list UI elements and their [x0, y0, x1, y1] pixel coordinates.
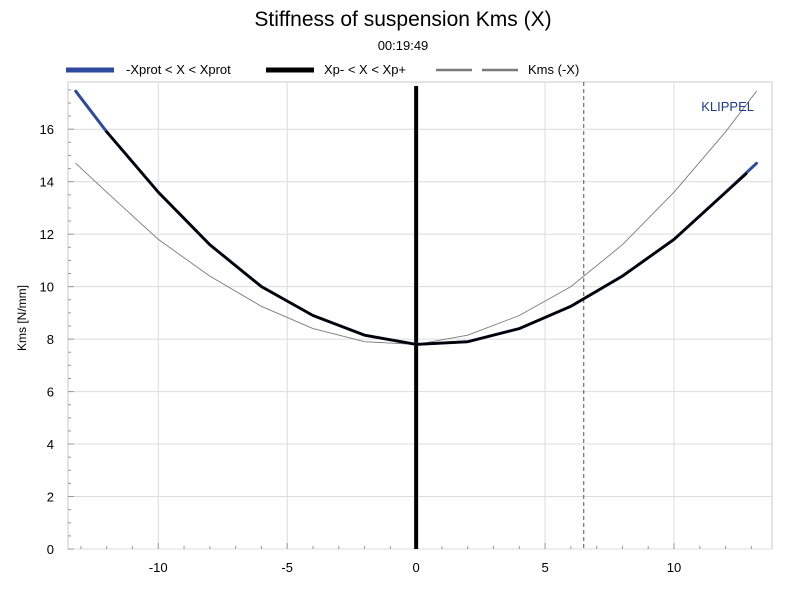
- x-tick-label-2: 0: [413, 560, 420, 575]
- series-group: [74, 89, 758, 346]
- x-tick-labels: -10 -5 0 5 10: [149, 560, 681, 575]
- vertical-markers: [414, 82, 585, 549]
- y-tick-label-0: 0: [47, 542, 54, 557]
- legend-label-1: Xp- < X < Xp+: [324, 62, 406, 77]
- y-tick-label-7: 14: [40, 175, 54, 190]
- y-tick-label-6: 12: [40, 227, 54, 242]
- x-tick-label-4: 10: [667, 560, 681, 575]
- x-tick-label-1: -5: [281, 560, 293, 575]
- grid: [68, 82, 772, 550]
- y-tick-labels: 0 2 4 6 8 10 12 14 16: [40, 122, 54, 557]
- chart-title: Stiffness of suspension Kms (X): [254, 8, 552, 31]
- legend-label-2: Kms (-X): [528, 62, 579, 77]
- plot-frame: [67, 81, 773, 550]
- y-tick-label-4: 8: [47, 332, 54, 347]
- y-axis-label: Kms [N/mm]: [15, 285, 29, 351]
- minor-ticks: [68, 89, 752, 550]
- y-tick-label-2: 4: [47, 437, 54, 452]
- legend: -Xprot < X < Xprot Xp- < X < Xp+ Kms (-X…: [66, 62, 579, 77]
- y-tick-label-5: 10: [40, 280, 54, 295]
- series-line-1: [105, 130, 748, 346]
- x-tick-label-0: -10: [149, 560, 168, 575]
- y-tick-label-1: 2: [47, 490, 54, 505]
- y-tick-label-3: 6: [47, 385, 54, 400]
- legend-label-0: -Xprot < X < Xprot: [126, 62, 231, 77]
- x-tick-label-3: 5: [541, 560, 548, 575]
- chart-subtitle: 00:19:49: [377, 38, 429, 53]
- brand-label: KLIPPEL: [701, 99, 754, 114]
- y-tick-label-8: 16: [40, 122, 54, 137]
